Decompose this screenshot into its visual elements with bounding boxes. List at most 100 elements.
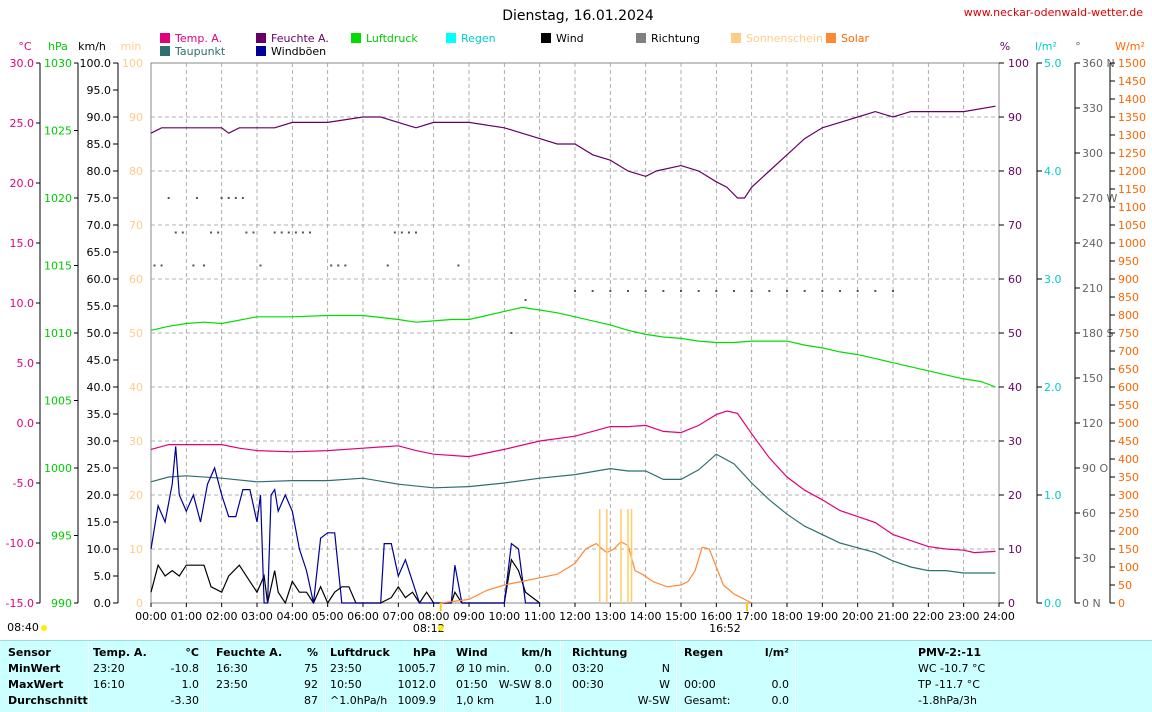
humidity-tick-label: 10	[1008, 543, 1022, 556]
legend-label: Luftdruck	[366, 32, 418, 45]
solar-tick-label: 100	[1118, 561, 1139, 574]
axis-unit-pressure: hPa	[48, 40, 68, 53]
direction-point	[344, 264, 347, 267]
solar-tick-label: 1100	[1118, 201, 1146, 214]
direction-point	[697, 290, 700, 292]
direction-point	[195, 197, 198, 199]
temp-tick-label: 25.0	[10, 117, 35, 130]
stats-cell: Richtung	[572, 646, 628, 659]
direction-point	[821, 290, 824, 292]
legend-swatch	[256, 33, 266, 43]
temp-tick-label: 10.0	[10, 297, 35, 310]
solar-tick-label: 300	[1118, 489, 1139, 502]
wind-tick-label: 55.0	[87, 300, 112, 313]
pressure-tick-label: 1030	[44, 57, 72, 70]
solar-tick-label: 150	[1118, 543, 1139, 556]
solar-tick-label: 700	[1118, 345, 1139, 358]
solar-tick-label: 1300	[1118, 129, 1146, 142]
stats-cell: 75	[304, 662, 318, 675]
time-tick-label: 02:00	[206, 610, 238, 623]
stats-cell: 00:00	[684, 678, 716, 691]
wind-tick-label: 20.0	[87, 489, 112, 502]
wind-tick-label: 45.0	[87, 354, 112, 367]
time-tick-label: 18:00	[771, 610, 803, 623]
time-tick-label: 01:00	[170, 610, 202, 623]
series-line-luftdruck	[150, 306, 996, 388]
time-tick-label: 23:00	[948, 610, 980, 623]
stats-cell: 0.0	[534, 662, 553, 675]
rain-tick-label: 1.0	[1044, 489, 1062, 502]
legend-swatch	[731, 33, 741, 43]
chart-legend: Temp. A.Taupunkt Feuchte A.Windböen Luftdr…	[160, 32, 870, 58]
stats-cell: -3.30	[170, 694, 199, 707]
direction-point	[856, 290, 859, 292]
axis-unit-solar: W/m²	[1115, 40, 1145, 53]
stats-cell: 0.0	[771, 694, 790, 707]
direction-point	[524, 299, 527, 301]
series-line-windb-en	[150, 446, 540, 604]
pressure-tick-label: 995	[51, 530, 72, 543]
stats-cell: 1009.9	[397, 694, 437, 707]
time-tick-label: 11:00	[524, 610, 556, 623]
stats-divider	[795, 641, 796, 712]
direction-tick-label: 120	[1082, 417, 1103, 430]
stats-cell: WC -10.7 °C	[918, 662, 986, 675]
direction-point	[786, 290, 788, 292]
stats-cell: -10.8	[170, 662, 199, 675]
stats-cell: 10:50	[330, 678, 362, 691]
stats-cell: N	[661, 662, 670, 675]
direction-point	[259, 264, 262, 267]
solar-tick-label: 750	[1118, 327, 1139, 340]
solar-tick-label: 250	[1118, 507, 1139, 520]
stats-divider	[443, 641, 444, 712]
direction-point	[407, 231, 410, 234]
solar-tick-label: 1350	[1118, 111, 1146, 124]
sun-tick-label: 10	[129, 543, 143, 556]
time-tick-label: 03:00	[241, 610, 273, 623]
time-tick-label: 09:00	[453, 610, 485, 623]
sunset-label: 16:52	[709, 622, 741, 635]
stats-divider	[204, 641, 205, 712]
pressure-tick-label: 990	[51, 597, 72, 610]
solar-tick-label: 1250	[1118, 147, 1146, 160]
chart-axes: °C hPa km/h min% l/m² ° W/m² 30.0 25.0 20.0 15.0 10…	[6, 40, 1146, 623]
direction-tick-label: 330	[1082, 102, 1103, 115]
time-tick-label: 19:00	[806, 610, 838, 623]
legend-swatch	[636, 33, 646, 43]
direction-point	[715, 290, 718, 292]
rain-tick-label: 2.0	[1044, 381, 1062, 394]
legend-swatch	[351, 33, 361, 43]
legend-label: Wind	[556, 32, 584, 45]
stats-cell: MaxWert	[8, 678, 64, 691]
stats-cell: Ø 10 min.	[456, 662, 510, 675]
stats-cell: W-SW 8.0	[498, 678, 552, 691]
solar-tick-label: 1450	[1118, 75, 1146, 88]
stats-cell: W-SW	[637, 694, 670, 707]
legend-swatch	[541, 33, 551, 43]
direction-point	[609, 290, 612, 292]
solar-tick-label: 1000	[1118, 237, 1146, 250]
stats-cell: 16:30	[216, 662, 248, 675]
stats-cell: 1.0	[534, 694, 553, 707]
website-link[interactable]: www.neckar-odenwald-wetter.de	[964, 6, 1144, 19]
legend-swatch	[446, 33, 456, 43]
direction-point	[627, 290, 629, 292]
direction-point	[287, 231, 290, 234]
direction-point	[309, 231, 311, 234]
humidity-tick-label: 100	[1008, 57, 1029, 70]
temp-tick-label: -15.0	[6, 597, 34, 610]
stats-cell: TP -11.7 °C	[918, 678, 980, 691]
stats-cell: hPa	[412, 646, 436, 659]
direction-point	[874, 290, 877, 292]
direction-point	[393, 231, 396, 234]
wind-tick-label: 35.0	[87, 408, 112, 421]
direction-point	[662, 290, 665, 292]
sun-tick-label: 80	[129, 165, 143, 178]
time-tick-label: 15:00	[665, 610, 697, 623]
time-tick-label: 14:00	[630, 610, 662, 623]
sun-tick-label: 0	[136, 597, 143, 610]
chart-series	[150, 105, 996, 605]
stats-cell: 1005.7	[397, 662, 437, 675]
wind-tick-label: 90.0	[87, 111, 112, 124]
legend-swatch	[160, 33, 170, 43]
